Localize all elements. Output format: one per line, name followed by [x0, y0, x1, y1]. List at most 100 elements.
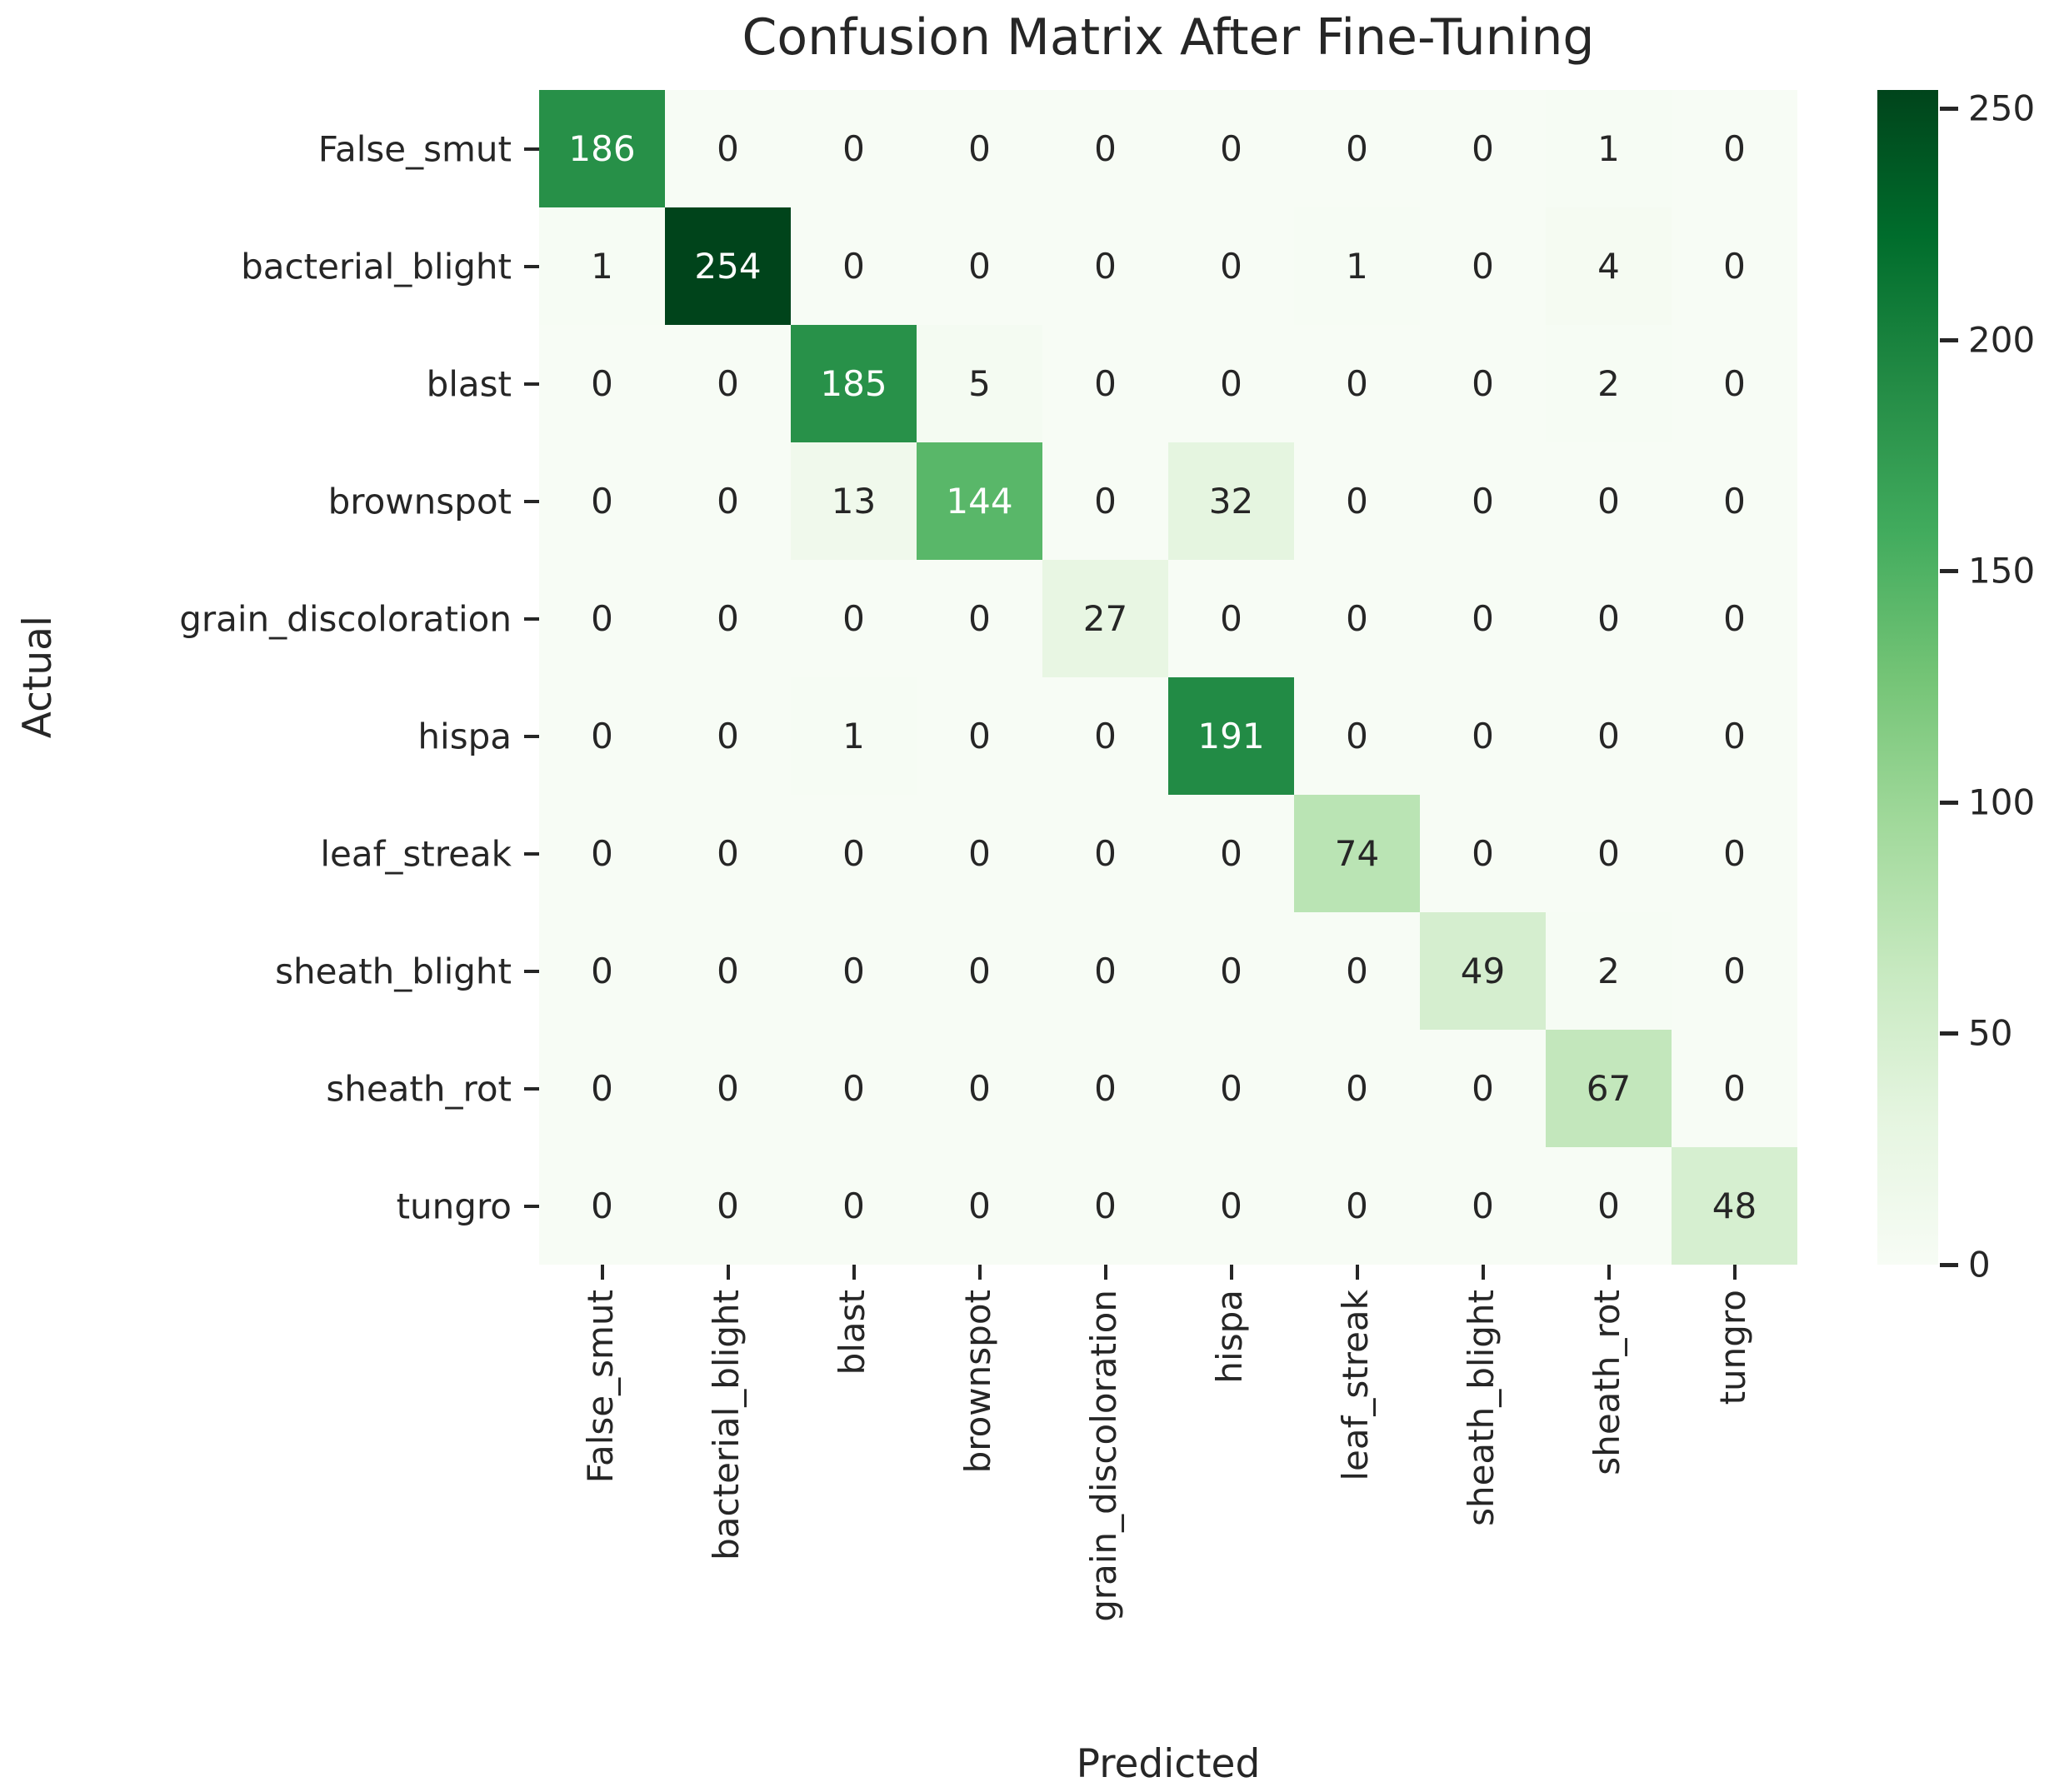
- x-tick-label: grain_discoloration: [1082, 1290, 1124, 1622]
- heatmap-cell: 13: [791, 442, 917, 560]
- heatmap-cell: 0: [1042, 1147, 1168, 1265]
- heatmap-cell: 0: [1168, 1147, 1294, 1265]
- heatmap-cell: 0: [1420, 442, 1546, 560]
- heatmap-cell: 0: [1042, 795, 1168, 912]
- x-tick-label: leaf_streak: [1334, 1290, 1376, 1481]
- heatmap-grid: 186 0 0 0 0 0 0 0 1 0 1 254 0 0 0 0 1 0 4 0 0 0 185 5 0 0 0 0 2 0 0 0 13…: [539, 90, 1797, 1265]
- y-tick-mark: [524, 264, 539, 268]
- heatmap-cell: 0: [917, 90, 1042, 207]
- heatmap-cell: 49: [1420, 912, 1546, 1030]
- heatmap-cell: 0: [1294, 1147, 1420, 1265]
- heatmap-cell: 0: [539, 795, 665, 912]
- heatmap-cell: 0: [1672, 90, 1797, 207]
- colorbar-tick-label: 150: [1968, 550, 2036, 592]
- heatmap-cell: 0: [1042, 325, 1168, 442]
- x-tick-label: tungro: [1712, 1290, 1753, 1405]
- x-tick-mark: [1229, 1265, 1233, 1280]
- heatmap-cell: 0: [1294, 325, 1420, 442]
- colorbar-tick-label: 0: [1968, 1244, 1991, 1285]
- heatmap-cell: 5: [917, 325, 1042, 442]
- heatmap-cell: 191: [1168, 677, 1294, 795]
- heatmap-cell: 0: [1294, 442, 1420, 560]
- y-tick-label: sheath_rot: [326, 1068, 512, 1109]
- heatmap-cell: 0: [1168, 90, 1294, 207]
- colorbar-tick-mark: [1940, 569, 1958, 574]
- heatmap-cell: 0: [1042, 442, 1168, 560]
- x-tick-mark: [600, 1265, 604, 1280]
- y-tick-mark: [524, 1086, 539, 1091]
- heatmap-cell: 0: [539, 560, 665, 677]
- heatmap-cell: 0: [539, 325, 665, 442]
- heatmap-cell: 0: [791, 1147, 917, 1265]
- heatmap-cell: 0: [1546, 442, 1672, 560]
- y-tick-label: leaf_streak: [320, 833, 512, 874]
- heatmap-cell: 0: [665, 1147, 791, 1265]
- heatmap-cell: 0: [1294, 677, 1420, 795]
- x-tick-mark: [1607, 1265, 1611, 1280]
- heatmap-cell: 0: [917, 795, 1042, 912]
- heatmap-cell: 0: [665, 1030, 791, 1147]
- heatmap-cell: 0: [665, 442, 791, 560]
- heatmap-cell: 185: [791, 325, 917, 442]
- heatmap-cell: 0: [1420, 325, 1546, 442]
- heatmap-cell: 254: [665, 207, 791, 325]
- y-tick-mark: [524, 382, 539, 386]
- heatmap-cell: 0: [539, 1147, 665, 1265]
- heatmap-cell: 0: [917, 677, 1042, 795]
- heatmap-cell: 0: [539, 1030, 665, 1147]
- heatmap-cell: 0: [665, 560, 791, 677]
- heatmap-cell: 32: [1168, 442, 1294, 560]
- colorbar-tick-mark: [1940, 1031, 1958, 1036]
- heatmap-cell: 0: [1042, 1030, 1168, 1147]
- heatmap-cell: 0: [1546, 560, 1672, 677]
- x-axis-label: Predicted: [1076, 1741, 1261, 1787]
- heatmap-cell: 2: [1546, 912, 1672, 1030]
- heatmap-cell: 0: [665, 325, 791, 442]
- heatmap-cell: 0: [1042, 677, 1168, 795]
- heatmap-cell: 67: [1546, 1030, 1672, 1147]
- y-tick-label: blast: [426, 363, 512, 404]
- y-tick-mark: [524, 147, 539, 151]
- y-tick-label: False_smut: [317, 128, 512, 169]
- heatmap-cell: 1: [791, 677, 917, 795]
- x-tick-mark: [852, 1265, 856, 1280]
- heatmap-cell: 0: [1294, 90, 1420, 207]
- y-tick-mark: [524, 499, 539, 503]
- heatmap-cell: 0: [917, 1030, 1042, 1147]
- colorbar-tick-label: 50: [1968, 1012, 2013, 1054]
- y-tick-label: bacterial_blight: [241, 246, 512, 287]
- y-tick-label: tungro: [396, 1186, 512, 1226]
- y-tick-mark: [524, 851, 539, 856]
- x-tick-label: sheath_blight: [1460, 1290, 1502, 1526]
- x-tick-label: sheath_rot: [1586, 1290, 1627, 1475]
- colorbar-tick-mark: [1940, 107, 1958, 112]
- heatmap-cell: 4: [1546, 207, 1672, 325]
- x-tick-mark: [726, 1265, 730, 1280]
- heatmap-cell: 0: [917, 560, 1042, 677]
- heatmap-cell: 0: [1294, 1030, 1420, 1147]
- x-tick-label: hispa: [1208, 1290, 1250, 1384]
- x-tick-mark: [1481, 1265, 1485, 1280]
- heatmap-cell: 0: [1294, 912, 1420, 1030]
- heatmap-cell: 74: [1294, 795, 1420, 912]
- heatmap-cell: 0: [1042, 207, 1168, 325]
- heatmap-cell: 0: [791, 207, 917, 325]
- heatmap-cell: 1: [1546, 90, 1672, 207]
- heatmap-cell: 0: [917, 207, 1042, 325]
- x-tick-label: blast: [831, 1290, 872, 1375]
- y-tick-label: grain_discoloration: [179, 598, 512, 639]
- heatmap-cell: 1: [539, 207, 665, 325]
- heatmap-cell: 144: [917, 442, 1042, 560]
- y-tick-label: hispa: [417, 716, 512, 756]
- x-tick-label: False_smut: [579, 1290, 621, 1484]
- heatmap-cell: 0: [1420, 1030, 1546, 1147]
- y-tick-label: brownspot: [327, 481, 512, 522]
- heatmap-cell: 0: [791, 90, 917, 207]
- heatmap-cell: 0: [1420, 90, 1546, 207]
- heatmap-cell: 1: [1294, 207, 1420, 325]
- heatmap-cell: 0: [1168, 795, 1294, 912]
- heatmap-cell: 0: [1420, 677, 1546, 795]
- heatmap-cell: 0: [1420, 795, 1546, 912]
- colorbar-gradient: [1877, 90, 1938, 1265]
- heatmap-cell: 2: [1546, 325, 1672, 442]
